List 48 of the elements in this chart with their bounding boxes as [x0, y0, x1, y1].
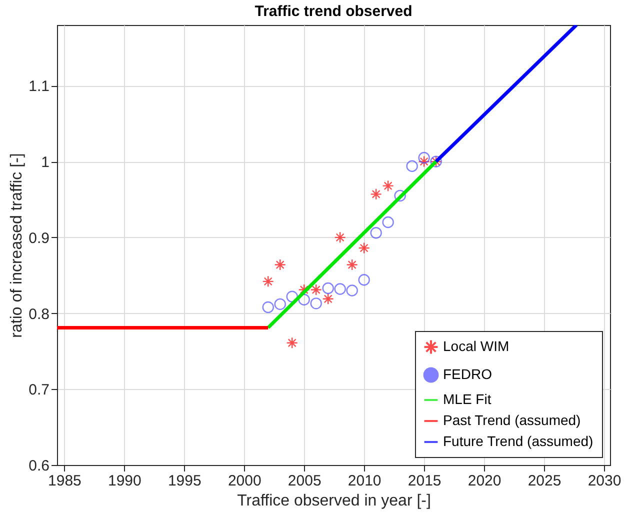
point [370, 188, 382, 200]
point [346, 258, 358, 271]
point [274, 298, 286, 310]
point [406, 160, 418, 172]
point [322, 282, 334, 294]
point [334, 232, 346, 244]
y-tick-label: 0.7 [28, 382, 50, 399]
legend-label: Past Trend (assumed) [443, 412, 581, 428]
point [310, 284, 322, 296]
legend-label: Local WIM [443, 338, 510, 354]
point [298, 284, 310, 296]
point [370, 227, 382, 239]
x-tick-label: 2015 [408, 472, 442, 490]
point [274, 258, 286, 271]
point [394, 190, 406, 202]
point [346, 284, 358, 296]
point [262, 301, 274, 314]
point [418, 156, 430, 168]
y-tick-label: 0.6 [28, 458, 50, 474]
x-tick-label: 2000 [228, 472, 262, 490]
x-tick-label: 2005 [288, 472, 322, 490]
x-axis-title: Traffice observed in year [-] [237, 492, 431, 510]
x-tick-label: 1985 [48, 472, 82, 490]
legend-label: MLE Fit [443, 391, 492, 407]
point [334, 283, 346, 295]
point [358, 242, 370, 254]
legend-label: Future Trend (assumed) [443, 433, 594, 449]
x-tick-label: 1990 [108, 472, 142, 490]
x-tick-label: 2030 [588, 472, 622, 490]
chart-title: Traffic trend observed [254, 3, 412, 20]
point [418, 152, 430, 164]
point [262, 276, 274, 288]
y-tick-label: 1.1 [28, 78, 50, 96]
x-tick-label: 2010 [348, 472, 382, 490]
point [310, 298, 322, 310]
y-axis-title: ratio of increased traffic [-] [8, 153, 26, 338]
x-tick-label: 2020 [468, 472, 502, 490]
point [322, 293, 334, 305]
x-tick-label: 2025 [528, 472, 562, 490]
y-tick-label: 1 [41, 154, 50, 172]
point [286, 337, 298, 349]
y-tick-label: 0.9 [28, 230, 50, 247]
legend-label: FEDRO [443, 366, 492, 382]
point [382, 216, 394, 228]
x-tick-label: 1995 [168, 472, 202, 490]
y-tick-label: 0.8 [28, 306, 50, 323]
point [358, 274, 370, 286]
point [382, 180, 394, 192]
